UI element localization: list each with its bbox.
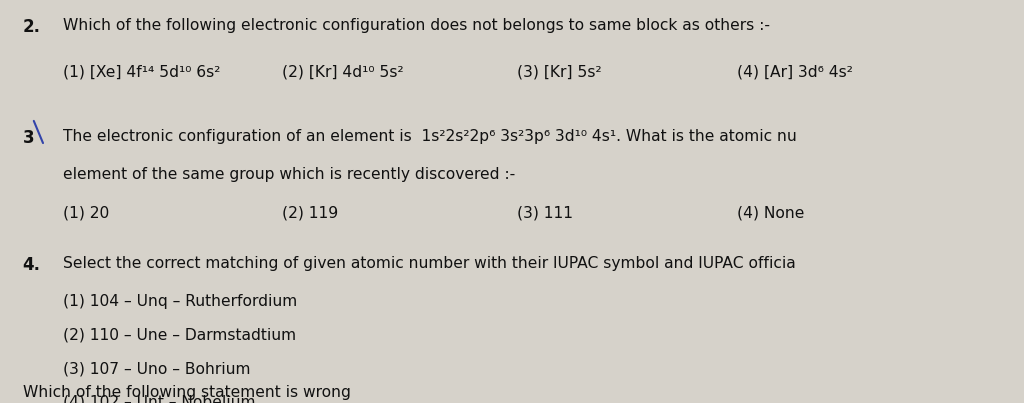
Text: (3) 107 – Uno – Bohrium: (3) 107 – Uno – Bohrium [63,361,251,376]
Text: (1) [Xe] 4f¹⁴ 5d¹⁰ 6s²: (1) [Xe] 4f¹⁴ 5d¹⁰ 6s² [63,64,221,79]
Text: (3) 111: (3) 111 [517,206,573,220]
Text: 2.: 2. [23,18,41,36]
Text: element of the same group which is recently discovered :-: element of the same group which is recen… [63,167,516,182]
Text: 4.: 4. [23,256,41,274]
Text: 3: 3 [23,129,34,147]
Text: (2) 119: (2) 119 [282,206,338,220]
Text: Select the correct matching of given atomic number with their IUPAC symbol and I: Select the correct matching of given ato… [63,256,797,271]
Text: (2) [Kr] 4d¹⁰ 5s²: (2) [Kr] 4d¹⁰ 5s² [282,64,403,79]
Text: Which of the following electronic configuration does not belongs to same block a: Which of the following electronic config… [63,18,770,33]
Text: (1) 104 – Unq – Rutherfordium: (1) 104 – Unq – Rutherfordium [63,294,298,309]
Text: Which of the following statement is wrong: Which of the following statement is wron… [23,385,350,400]
Text: (3) [Kr] 5s²: (3) [Kr] 5s² [517,64,602,79]
Text: (2) 110 – Une – Darmstadtium: (2) 110 – Une – Darmstadtium [63,328,297,343]
Text: (1) 20: (1) 20 [63,206,110,220]
Text: (4) None: (4) None [737,206,805,220]
Text: The electronic configuration of an element is  1s²2s²2p⁶ 3s²3p⁶ 3d¹⁰ 4s¹. What i: The electronic configuration of an eleme… [63,129,798,144]
Text: (4) 102 – Unt – Nobelium: (4) 102 – Unt – Nobelium [63,395,256,403]
Text: (4) [Ar] 3d⁶ 4s²: (4) [Ar] 3d⁶ 4s² [737,64,853,79]
